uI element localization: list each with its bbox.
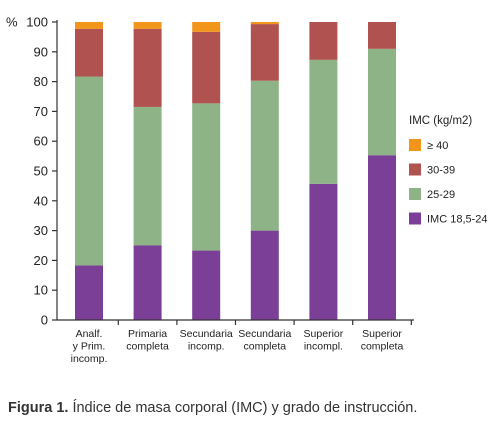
bar-segment-6-series-2 [368,48,396,156]
bar-segment-5-series-3 [309,22,338,60]
bar-segment-4-series-4 [250,22,279,25]
category-label-4: Secundaria completa [238,328,291,353]
bar-segment-1-series-3 [75,28,103,77]
category-label-line: Secundaria [180,328,233,340]
legend-swatch-2 [409,163,421,176]
bar-segment-3-series-4 [192,22,221,32]
category-label-6: Superior completa [361,328,404,353]
legend-label-4: IMC 18,5-24 [427,214,488,226]
category-label-line: completa [243,341,286,353]
bar-segment-5-series-2 [309,59,338,184]
y-tick-label-100: 100 [26,15,48,30]
bar-segment-1-series-1 [75,265,103,320]
category-label-line: completa [361,341,404,353]
bar-segment-4-series-1 [250,230,279,320]
bar-segment-4-series-2 [250,80,279,231]
y-tick-label-10: 10 [34,283,48,298]
y-tick-label-20: 20 [34,253,48,268]
bar-segment-2-series-4 [133,22,162,29]
category-label-line: Primaria [128,328,167,340]
y-tick-label-90: 90 [34,44,48,59]
bar-segment-2-series-1 [133,245,162,320]
category-label-5: Superior incompl. [304,328,344,353]
figure-caption-text: Índice de masa corporal (IMC) y grado de… [68,400,418,416]
category-label-line: completa [126,341,169,353]
category-label-2: Primaria completa [126,328,169,353]
category-label-line: Analf. [76,328,103,340]
legend-label-2: 30-39 [427,165,455,177]
y-tick-label-70: 70 [34,104,48,119]
y-tick-label-80: 80 [34,74,48,89]
y-axis-label: % [6,15,18,30]
legend-label-3: 25-29 [427,189,455,201]
bar-segment-1-series-4 [75,22,103,29]
category-label-line: incomp. [188,341,225,353]
y-tick-label-60: 60 [34,134,48,149]
category-label-line: incompl. [304,341,343,353]
legend-swatch-3 [409,188,421,200]
bar-segment-3-series-1 [192,250,221,320]
bar-segment-3-series-2 [192,103,221,251]
legend-title: IMC (kg/m2) [409,115,472,127]
bars-layer [75,22,396,320]
category-label-line: y Prim. [73,341,106,353]
category-label-1: Analf. y Prim. incomp. [71,328,108,365]
legend: IMC (kg/m2) ≥ 40 30-39 25-29 IMC 18,5-24 [409,115,488,226]
bar-segment-4-series-3 [250,24,279,81]
bar-segment-1-series-2 [75,76,103,266]
figure-caption: Figura 1. Índice de masa corporal (IMC) … [8,400,488,416]
bar-segment-6-series-3 [368,22,396,49]
bar-segment-3-series-3 [192,31,221,104]
y-tick-label-50: 50 [34,164,48,179]
legend-swatch-4 [409,212,421,225]
category-label-line: Superior [362,328,402,340]
y-tick-label-40: 40 [34,193,48,208]
bar-segment-2-series-3 [133,28,162,107]
category-label-3: Secundaria incomp. [180,328,233,353]
bar-segment-6-series-1 [368,155,396,320]
legend-swatch-1 [409,139,421,151]
figure-label: Figura 1. [8,400,69,416]
y-tick-label-0: 0 [41,313,48,328]
y-tick-label-30: 30 [34,223,48,238]
bar-segment-5-series-1 [309,183,338,320]
category-label-line: Superior [304,328,344,340]
bar-segment-2-series-2 [133,106,162,246]
legend-label-1: ≥ 40 [427,140,448,152]
category-label-line: incomp. [71,353,108,365]
category-label-line: Secundaria [238,328,291,340]
